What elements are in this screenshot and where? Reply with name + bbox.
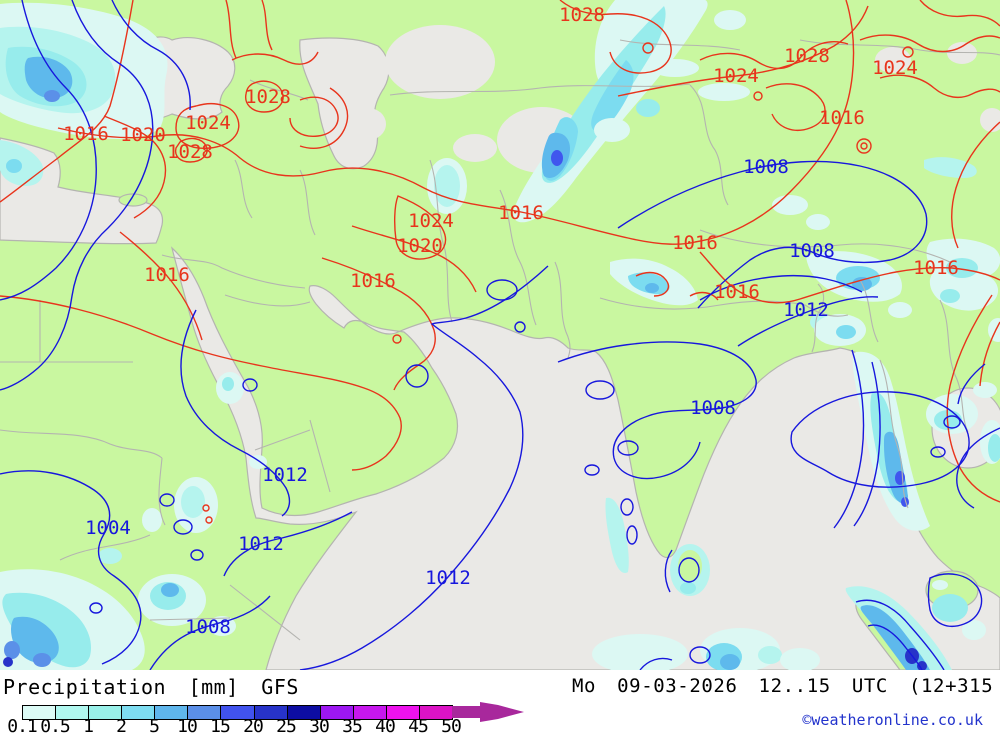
forecast-map: 1016 1020 1024 1028 1028 1024 1020 1016 1016 1028… xyxy=(0,0,1000,670)
legend-swatch xyxy=(353,706,387,719)
isobar-label: 1024 xyxy=(872,57,918,79)
legend-swatch xyxy=(122,706,156,719)
isobar-label: 1016 xyxy=(144,264,190,286)
isobar-label: 1020 xyxy=(120,124,166,146)
isobar-label: 1012 xyxy=(238,533,284,555)
legend-arrow-icon xyxy=(452,702,524,722)
copyright-link[interactable]: ©weatheronline.co.uk xyxy=(802,711,983,729)
isobars-blue xyxy=(0,0,1000,670)
map-title: Precipitation [mm] GFS xyxy=(3,675,299,699)
legend-bar xyxy=(22,705,453,720)
isobar-labels: 1016 102010241028102810241020101610161028… xyxy=(63,4,959,638)
legend-tick-value: 5 xyxy=(149,716,160,737)
legend-scale-values: 0.1 0.5 1 2 5 10 15 20 25 30 35 40 45 50 xyxy=(0,716,540,737)
legend-swatch xyxy=(320,706,354,719)
legend-tick-value: 40 xyxy=(375,716,396,737)
isobar-label: 1024 xyxy=(185,112,231,134)
isobar-label: 1016 xyxy=(819,107,865,129)
legend-swatch xyxy=(221,706,255,719)
isobar-label: 1024 xyxy=(713,65,759,87)
legend-swatch xyxy=(23,706,57,719)
isobar-label: 1016 xyxy=(498,202,544,224)
legend-swatch xyxy=(287,706,321,719)
legend-swatch xyxy=(419,706,453,719)
isobar-label: 1008 xyxy=(690,397,736,419)
legend-tick-value: 10 xyxy=(177,716,198,737)
legend-swatch xyxy=(386,706,420,719)
legend-tick-value: 25 xyxy=(276,716,297,737)
legend-tick-value: 50 xyxy=(441,716,462,737)
isobar-label: 1024 xyxy=(408,210,454,232)
legend-tick-value: 20 xyxy=(243,716,264,737)
isobar-label: 1016 xyxy=(350,270,396,292)
isobar-label: 1012 xyxy=(425,567,471,589)
legend-tick-value: 35 xyxy=(342,716,363,737)
isobar-label: 1012 xyxy=(262,464,308,486)
isobar-label: 1016 xyxy=(672,232,718,254)
precipitation-areas xyxy=(0,0,1000,670)
legend-tick-value: 45 xyxy=(408,716,429,737)
cyprus-island xyxy=(118,193,148,207)
isobar-label: 1028 xyxy=(559,4,605,26)
isobar-label: 1004 xyxy=(85,517,131,539)
isobar-label: 1016 xyxy=(913,257,959,279)
isobar-label: 1012 xyxy=(783,299,829,321)
forecast-datetime: Mo 09-03-2026 12..15 UTC (12+315 xyxy=(572,675,994,697)
legend-tick-value: 15 xyxy=(210,716,231,737)
isobar-label: 1028 xyxy=(784,45,830,67)
isobar-label: 1008 xyxy=(185,616,231,638)
legend-tick-value: 0.5 xyxy=(40,716,70,737)
legend-swatch xyxy=(155,706,189,719)
legend-tick-value: 1 xyxy=(83,716,94,737)
legend-tick-value: 30 xyxy=(309,716,330,737)
isobar-label: 1028 xyxy=(245,86,291,108)
isobar-label: 1020 xyxy=(397,235,443,257)
isobars-red xyxy=(0,0,1000,524)
legend-swatch xyxy=(89,706,123,719)
isobar-label: 1016 xyxy=(714,281,760,303)
isobar-label: 1008 xyxy=(789,240,835,262)
map-footer: Precipitation [mm] GFS Mo 09-03-2026 12.… xyxy=(0,670,1000,737)
legend-swatch xyxy=(188,706,222,719)
legend-tick-value: 2 xyxy=(116,716,127,737)
legend-swatch xyxy=(56,706,90,719)
legend-tick-value: 0.1 xyxy=(7,716,37,737)
isobar-label: 1016 xyxy=(63,123,109,145)
isobar-label: 1028 xyxy=(167,141,213,163)
isobar-label: 1008 xyxy=(743,156,789,178)
legend-swatch xyxy=(254,706,288,719)
